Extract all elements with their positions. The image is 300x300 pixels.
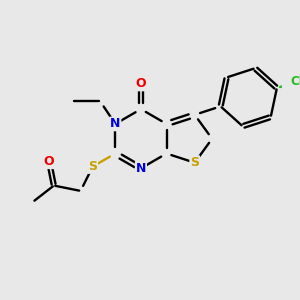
Text: O: O [44, 155, 54, 168]
Text: N: N [110, 117, 121, 130]
Text: O: O [136, 77, 146, 91]
Text: S: S [88, 160, 97, 173]
Text: N: N [136, 162, 146, 175]
Text: S: S [190, 156, 199, 169]
Text: Cl: Cl [291, 75, 300, 88]
